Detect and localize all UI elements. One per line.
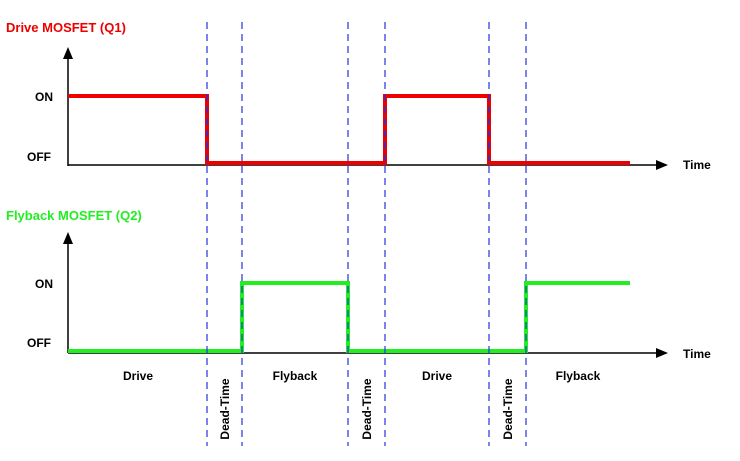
drive-waveform bbox=[68, 94, 630, 165]
flyback-y-axis-arrow bbox=[63, 232, 73, 244]
flyback-x-axis-arrow bbox=[656, 348, 668, 358]
drive-x-axis-arrow bbox=[656, 160, 668, 170]
drive-title: Drive MOSFET (Q1) bbox=[6, 20, 126, 35]
drive-time-label: Time bbox=[683, 158, 711, 172]
drive-on-label: ON bbox=[35, 90, 53, 104]
phase-label-dead-time: Dead-Time bbox=[360, 378, 374, 439]
drive-off-label: OFF bbox=[27, 150, 51, 164]
phase-label-dead-time: Dead-Time bbox=[501, 378, 515, 439]
phase-label-flyback: Flyback bbox=[556, 369, 601, 383]
phase-label-drive: Drive bbox=[123, 369, 153, 383]
flyback-title: Flyback MOSFET (Q2) bbox=[6, 208, 142, 223]
phase-dividers bbox=[206, 22, 527, 446]
flyback-waveform bbox=[68, 281, 630, 353]
drive-y-axis-arrow bbox=[63, 47, 73, 59]
phase-label-flyback: Flyback bbox=[273, 369, 318, 383]
flyback-on-label: ON bbox=[35, 277, 53, 291]
flyback-off-label: OFF bbox=[27, 336, 51, 350]
flyback-time-label: Time bbox=[683, 347, 711, 361]
phase-label-drive: Drive bbox=[422, 369, 452, 383]
phase-label-dead-time: Dead-Time bbox=[218, 378, 232, 439]
